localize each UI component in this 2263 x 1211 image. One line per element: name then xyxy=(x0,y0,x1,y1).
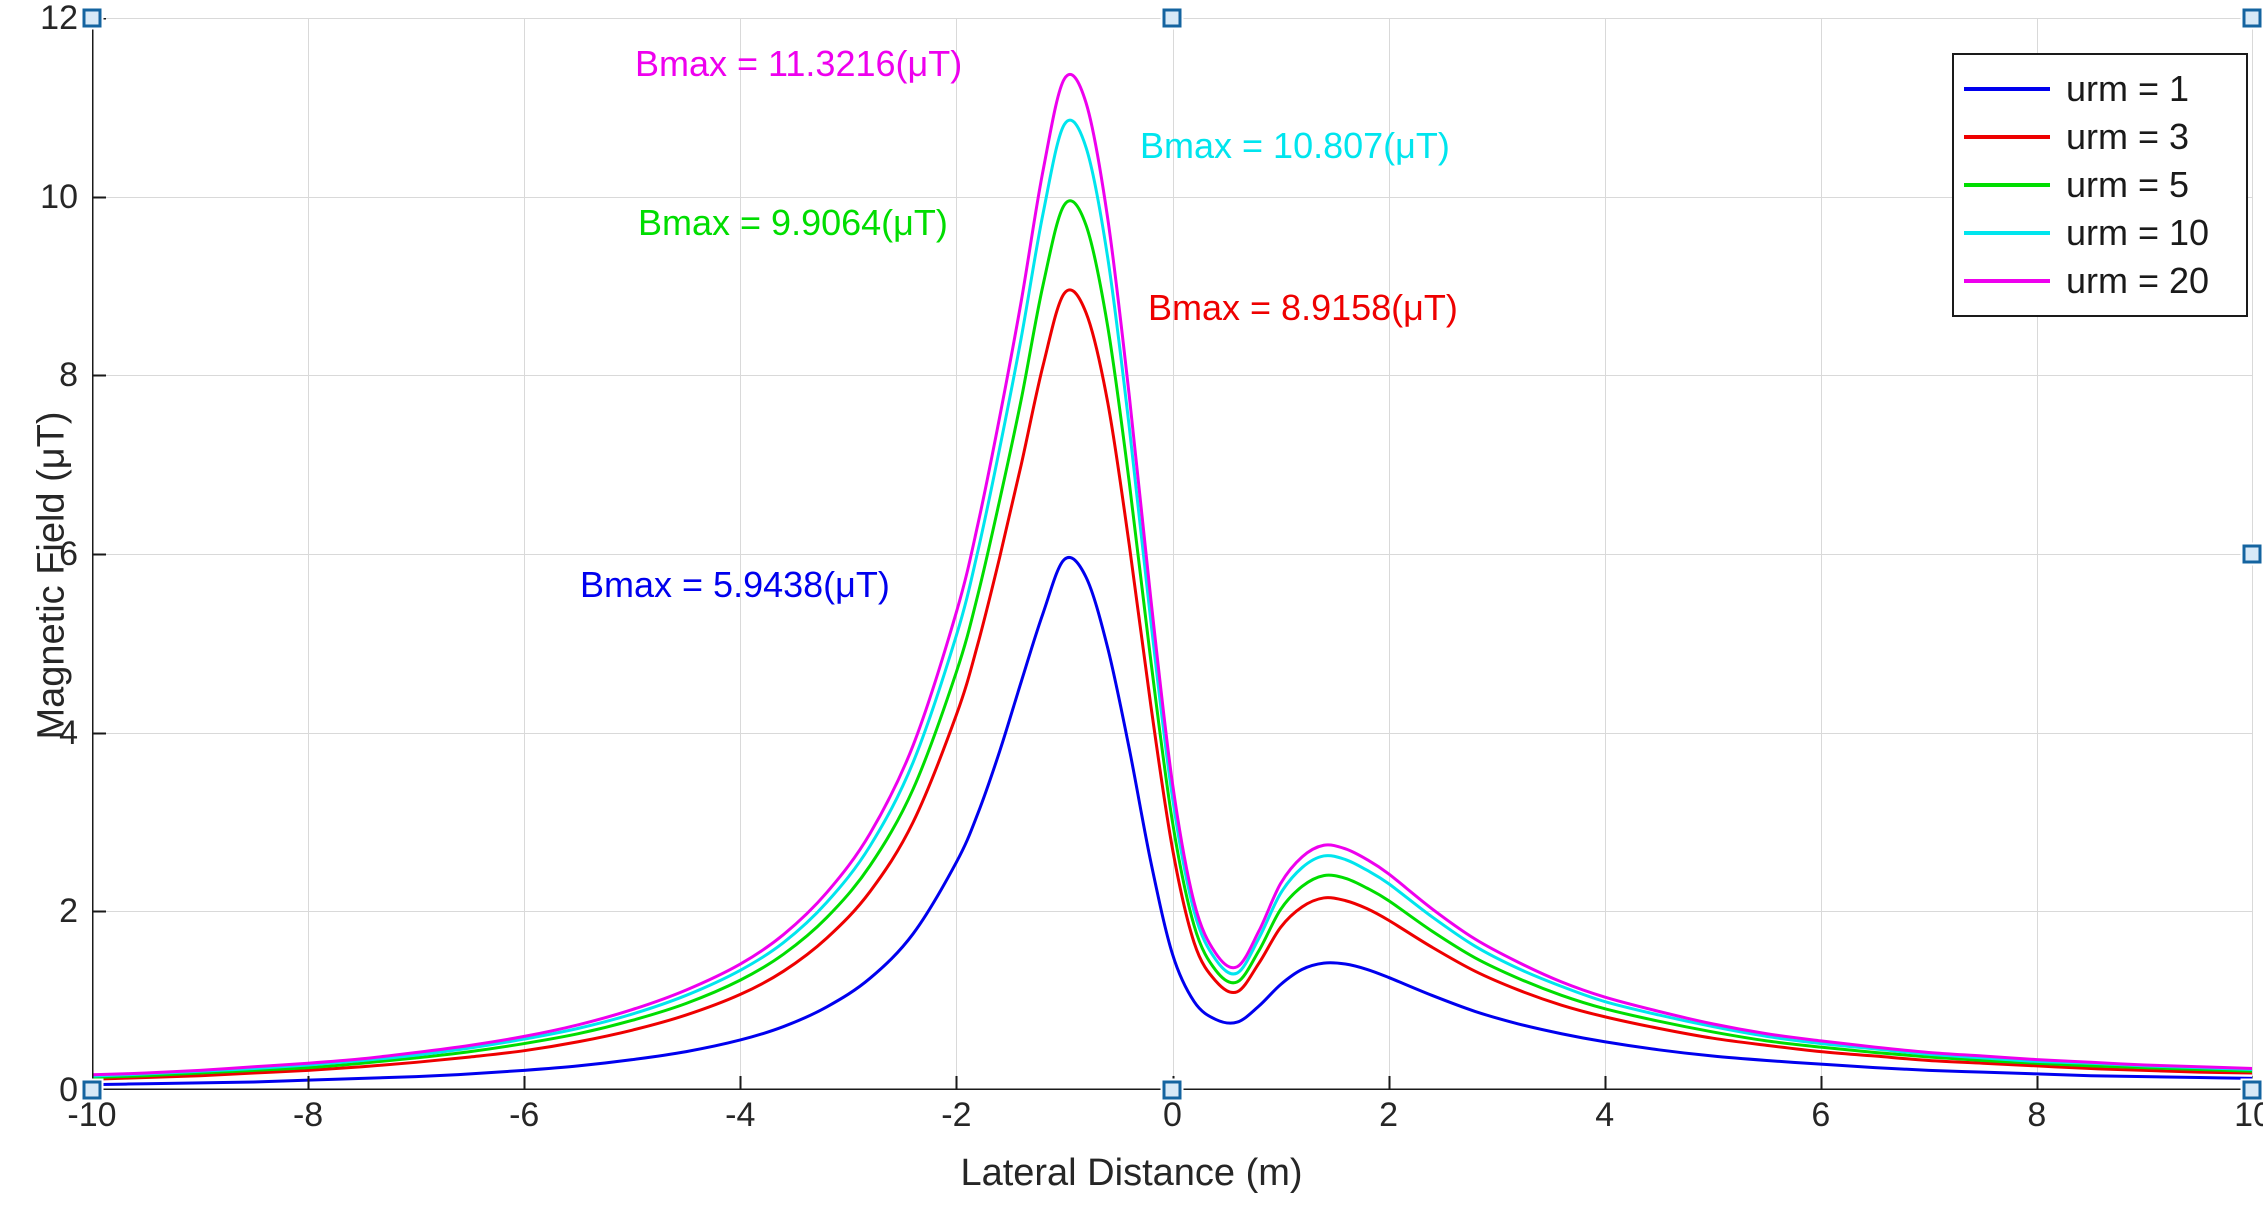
annotation-bmax-urm5[interactable]: Bmax = 9.9064(μT) xyxy=(638,202,948,243)
y-tick-label: 0 xyxy=(59,1071,78,1109)
legend-item-label: urm = 10 xyxy=(2066,212,2210,253)
gridlines xyxy=(92,18,2253,1090)
series-line-urm10 xyxy=(92,118,2253,1078)
series-line-urm3 xyxy=(92,288,2253,1081)
annotation-bmax-urm10[interactable]: Bmax = 10.807(μT) xyxy=(1140,125,1450,166)
legend-item-urm1[interactable]: urm = 1 xyxy=(1954,65,2246,113)
x-tick-label: 10 xyxy=(2234,1096,2263,1134)
y-tick-label: 2 xyxy=(59,892,78,931)
legend-line-swatch xyxy=(1964,87,2050,91)
series-line-urm5 xyxy=(92,199,2253,1079)
x-tick-label: -10 xyxy=(67,1096,117,1134)
y-tick-label: 10 xyxy=(40,177,78,216)
legend-item-urm3[interactable]: urm = 3 xyxy=(1954,113,2246,161)
legend-item-urm5[interactable]: urm = 5 xyxy=(1954,161,2246,209)
annotation-bmax-urm3[interactable]: Bmax = 8.9158(μT) xyxy=(1148,287,1458,328)
legend-item-urm10[interactable]: urm = 10 xyxy=(1954,209,2246,257)
x-tick-label: -8 xyxy=(292,1096,324,1134)
legend-line-swatch xyxy=(1964,135,2050,139)
y-tick-label: 4 xyxy=(59,713,78,752)
annotation-bmax-urm1[interactable]: Bmax = 5.9438(μT) xyxy=(580,564,890,605)
handle-bottom-left[interactable] xyxy=(80,1078,104,1102)
handle-top-center[interactable] xyxy=(1160,6,1184,30)
y-axis-title: Magnetic Field (μT) xyxy=(30,411,73,740)
y-tick-label: 12 xyxy=(40,0,78,37)
x-tick-label: 8 xyxy=(2027,1096,2047,1134)
plot-area[interactable] xyxy=(92,18,2253,1090)
y-tick-labels: 0 2 4 6 8 10 12 xyxy=(0,0,78,1211)
x-tick-label: -4 xyxy=(725,1096,756,1134)
series-line-urm1 xyxy=(92,556,2253,1087)
annotation-bmax-urm20[interactable]: Bmax = 11.3216(μT) xyxy=(635,43,963,84)
x-tick-label: 2 xyxy=(1379,1096,1399,1134)
handle-top-left[interactable] xyxy=(80,6,104,30)
legend-item-label: urm = 3 xyxy=(2066,116,2190,157)
legend-line-swatch xyxy=(1964,231,2050,235)
y-tick-label: 8 xyxy=(59,356,78,395)
x-tick-label: 4 xyxy=(1595,1096,1615,1134)
plot-svg xyxy=(92,18,2253,1090)
series-line-urm20 xyxy=(92,72,2253,1077)
legend-line-swatch xyxy=(1964,183,2050,187)
x-tick-label: 0 xyxy=(1163,1096,1182,1134)
handle-top-right[interactable] xyxy=(2240,6,2263,30)
legend[interactable]: urm = 1 urm = 3 urm = 5 urm = 10 urm = 20 xyxy=(1952,53,2248,317)
legend-item-urm20[interactable]: urm = 20 xyxy=(1954,257,2246,305)
legend-item-label: urm = 5 xyxy=(2066,164,2190,205)
x-tick-label: 6 xyxy=(1811,1096,1831,1134)
handle-bottom-center[interactable] xyxy=(1160,1078,1184,1102)
x-axis-title: Lateral Distance (m) xyxy=(960,1152,1303,1194)
handle-middle-right[interactable] xyxy=(2240,542,2263,566)
handle-bottom-right[interactable] xyxy=(2240,1078,2263,1102)
data-curves xyxy=(92,72,2253,1087)
x-tick-label: -6 xyxy=(509,1096,540,1134)
x-tick-label: -2 xyxy=(941,1096,972,1134)
y-tick-label: 6 xyxy=(59,535,78,573)
legend-item-label: urm = 1 xyxy=(2066,68,2190,109)
legend-line-swatch xyxy=(1964,279,2050,283)
legend-item-label: urm = 20 xyxy=(2066,260,2210,301)
